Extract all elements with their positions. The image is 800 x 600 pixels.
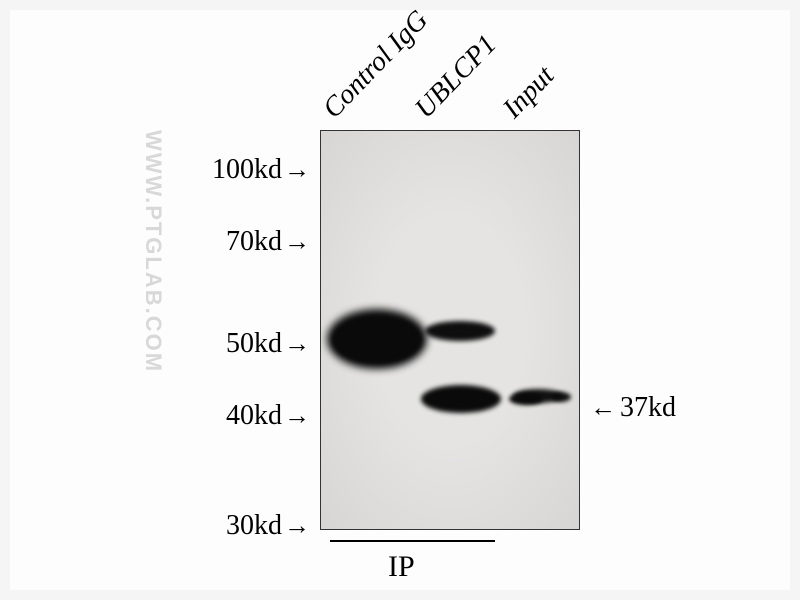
lane-label-input: Input	[497, 60, 561, 125]
target-band-value: 37kd	[620, 392, 676, 424]
mw-value: 40kd	[226, 400, 282, 432]
blot-band	[509, 393, 543, 405]
blot-band	[551, 392, 571, 402]
mw-marker-40kd: 40kd →	[226, 400, 310, 432]
arrow-right-icon: →	[284, 401, 310, 431]
arrow-right-icon: →	[284, 511, 310, 541]
blot-membrane	[320, 130, 580, 530]
arrow-right-icon: →	[284, 329, 310, 359]
molecular-weight-markers: 100kd → 70kd → 50kd → 40kd → 30kd →	[120, 130, 310, 530]
mw-value: 70kd	[226, 226, 282, 258]
western-blot-figure: WWW.PTGLAB.COM Control IgG UBLCP1 Input …	[10, 10, 790, 590]
ip-label: IP	[388, 550, 415, 584]
lane-labels-group: Control IgG UBLCP1 Input	[320, 10, 630, 130]
ip-bracket-line	[330, 540, 495, 542]
mw-marker-100kd: 100kd →	[212, 154, 310, 186]
mw-value: 30kd	[226, 510, 282, 542]
mw-value: 50kd	[226, 328, 282, 360]
lane-label-ublcp1: UBLCP1	[409, 29, 503, 125]
mw-marker-50kd: 50kd →	[226, 328, 310, 360]
mw-marker-70kd: 70kd →	[226, 226, 310, 258]
blot-band	[425, 321, 495, 341]
arrow-left-icon: ←	[590, 393, 616, 423]
arrow-right-icon: →	[284, 227, 310, 257]
mw-value: 100kd	[212, 154, 282, 186]
target-band-label: ← 37kd	[590, 392, 676, 424]
arrow-right-icon: →	[284, 155, 310, 185]
blot-band	[421, 385, 501, 413]
mw-marker-30kd: 30kd →	[226, 510, 310, 542]
blot-band	[333, 317, 421, 363]
